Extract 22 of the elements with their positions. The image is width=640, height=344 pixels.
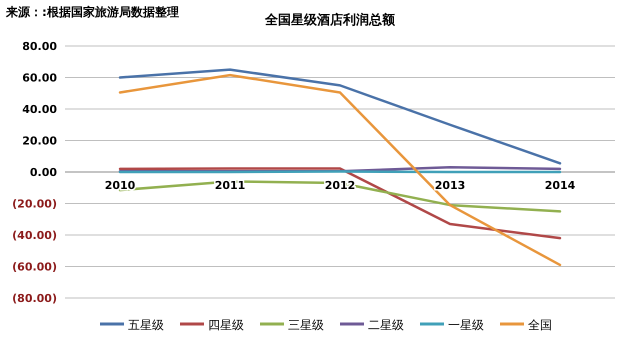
source-note: 来源：:根据国家旅游局数据整理 [5,5,179,19]
y-tick-label: 20.00 [22,134,58,148]
y-tick-label: (20.00) [12,198,57,210]
legend-label: 四星级 [208,318,244,332]
legend-label: 全国 [528,318,552,332]
line-series [118,68,562,165]
x-tick-label: 2010 [104,179,136,192]
x-tick-label: 2014 [544,179,576,192]
legend-label: 一星级 [448,318,484,332]
legend-label: 三星级 [288,318,324,332]
y-tick-label: 60.00 [22,72,58,84]
x-tick-label: 2011 [214,179,246,192]
x-tick-label: 2013 [434,179,466,192]
y-tick-label: 80.00 [22,40,58,53]
y-tick-label: (80.00) [12,292,57,305]
legend-label: 五星级 [128,318,164,332]
y-tick-label: 0.00 [30,166,58,179]
legend-label: 二星级 [368,318,404,332]
y-tick-label: 40.00 [22,103,58,116]
y-tick-label: (60.00) [12,260,57,274]
chart-title: 全国星级酒店利润总额 [264,12,396,28]
y-tick-label: (40.00) [12,229,57,242]
